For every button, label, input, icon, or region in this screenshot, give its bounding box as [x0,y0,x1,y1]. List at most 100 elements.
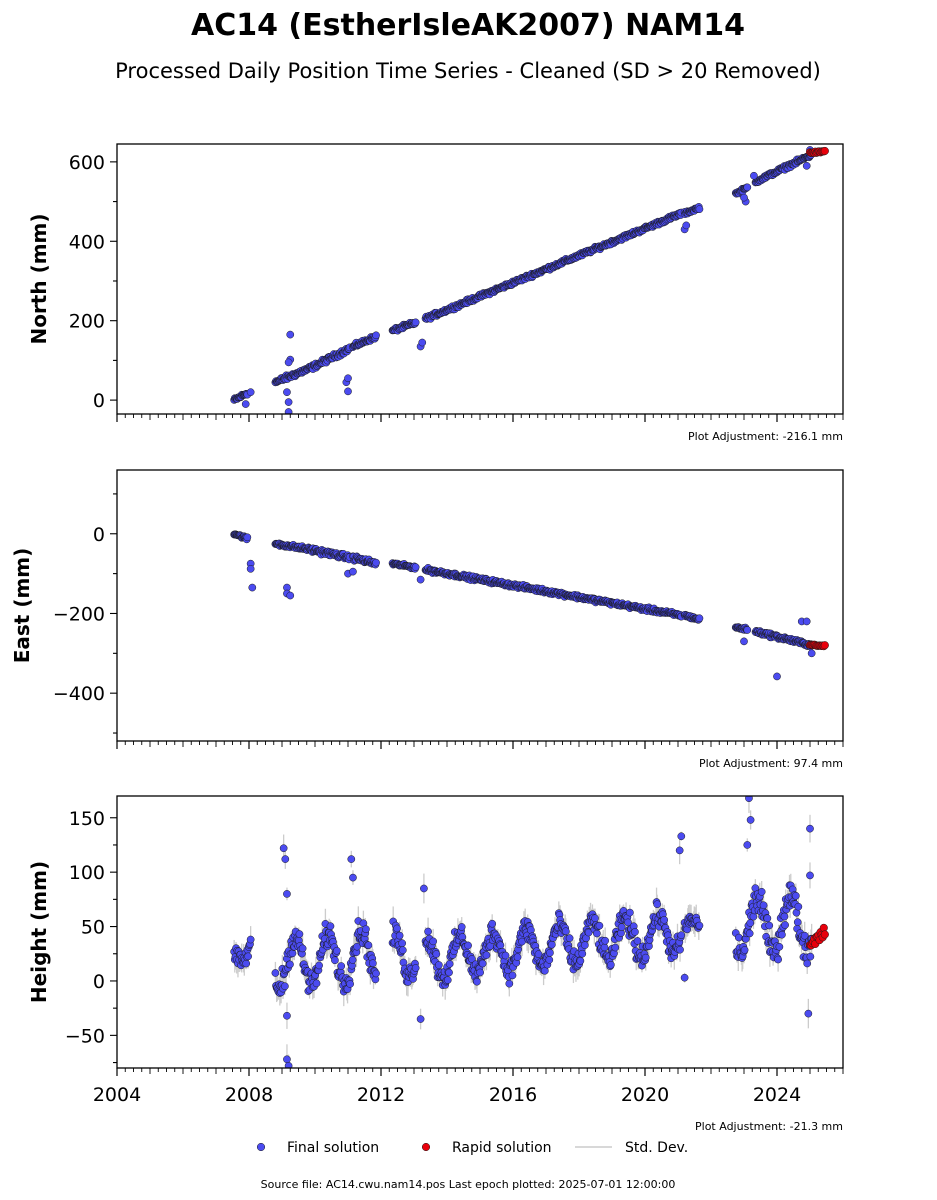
final-solution-point [411,563,420,571]
final-solution-point [773,672,781,681]
final-solution-point [695,205,704,214]
final-solution-point [353,942,361,951]
final-solution-point [576,957,585,965]
final-solution-point [372,969,380,978]
final-solution-point [740,946,749,954]
final-solution-point [593,929,601,938]
final-solution-point [286,330,295,339]
data-layer [230,530,829,681]
final-solution-point [398,939,407,948]
final-solution-point [416,575,425,584]
final-solution-point [411,964,420,972]
final-solution-point [778,930,786,939]
panels: 0 200 400 600 North (mm) Plot Adjustment: -21… [10,143,844,1133]
final-solution-point [624,918,632,927]
final-solution-point [743,626,752,634]
final-solution-point [242,959,251,968]
final-solution-point [246,564,255,573]
final-solution-point [561,927,570,936]
final-solution-point [695,921,704,930]
final-solution-point [745,929,754,938]
chart-subtitle: Processed Daily Position Time Series - C… [115,59,821,83]
final-solution-point [750,171,758,180]
final-solution-point [372,331,380,340]
rapid-solution-point [820,641,829,650]
final-solution-point [803,959,812,968]
axes-frame [116,469,844,742]
plot-adjustment: Plot Adjustment: -216.1 mm [688,430,843,443]
final-solution-point [546,948,554,957]
final-solution-point [344,387,352,396]
final-solution-point [740,637,748,646]
final-solution-point [584,928,593,937]
final-solution-point [677,931,686,940]
final-solution-point [478,959,487,968]
final-solution-point [508,971,517,980]
final-solution-point [348,956,357,964]
final-solution-point [601,936,609,945]
final-solution-point [482,951,491,959]
final-solution-point [680,973,689,982]
final-solution-point [743,841,752,849]
final-solution-point [281,982,289,991]
final-solution-point [774,955,782,964]
final-solution-point [763,914,772,923]
data-layer [230,146,829,414]
final-solution-point [775,942,784,951]
y-tick-label: −400 [53,683,105,705]
final-solution-point [283,1011,291,1020]
final-solution-point [393,924,401,933]
final-solution-point [332,946,341,955]
final-solution-point [331,956,339,965]
final-solution-point [488,919,497,928]
final-solution-point [631,928,639,936]
final-solution-point [284,398,293,406]
final-solution-point [518,937,526,946]
final-solution-point [745,796,753,803]
final-solution-point [411,318,420,327]
y-tick-label: 200 [69,311,105,333]
axes-frame [116,143,844,415]
final-solution-point [457,923,466,931]
y-tick-label: −200 [53,603,105,625]
final-solution-point [496,941,505,950]
final-solution-point [286,591,295,600]
final-solution-point [501,951,510,960]
final-solution-point [595,921,604,930]
final-solution-point [791,891,800,900]
y-axis-label: East (mm) [10,548,34,664]
final-solution-point [395,931,404,940]
final-solution-point [284,1061,293,1068]
final-solution-point [243,533,252,542]
final-solution-point [676,945,684,954]
final-solution-point [315,961,323,970]
final-solution-point [611,943,620,952]
final-solution-point [735,933,743,942]
final-solution-point [364,941,373,950]
final-solution-point [283,890,291,898]
final-solution-point [424,927,432,936]
final-solution-point [443,976,452,984]
final-solution-point [534,950,543,959]
final-solution-point [429,937,438,946]
final-solution-point [675,846,684,855]
final-solution-point [641,953,650,962]
final-solution-point [349,567,357,576]
final-solution-point [617,923,626,931]
final-solution-point [746,816,755,824]
final-solution-point [445,960,454,968]
final-solution-point [505,979,514,988]
final-solution-point [807,649,816,658]
final-solution-point [677,832,686,841]
final-solution-point [312,979,321,988]
final-solution-point [743,183,752,192]
final-solution-point [326,922,335,931]
final-solution-point [695,614,704,623]
final-solution-point [804,1009,813,1018]
final-solution-point [286,960,294,969]
final-solution-point [271,969,280,977]
final-solution-point [794,902,803,911]
final-solution-point [349,873,357,882]
